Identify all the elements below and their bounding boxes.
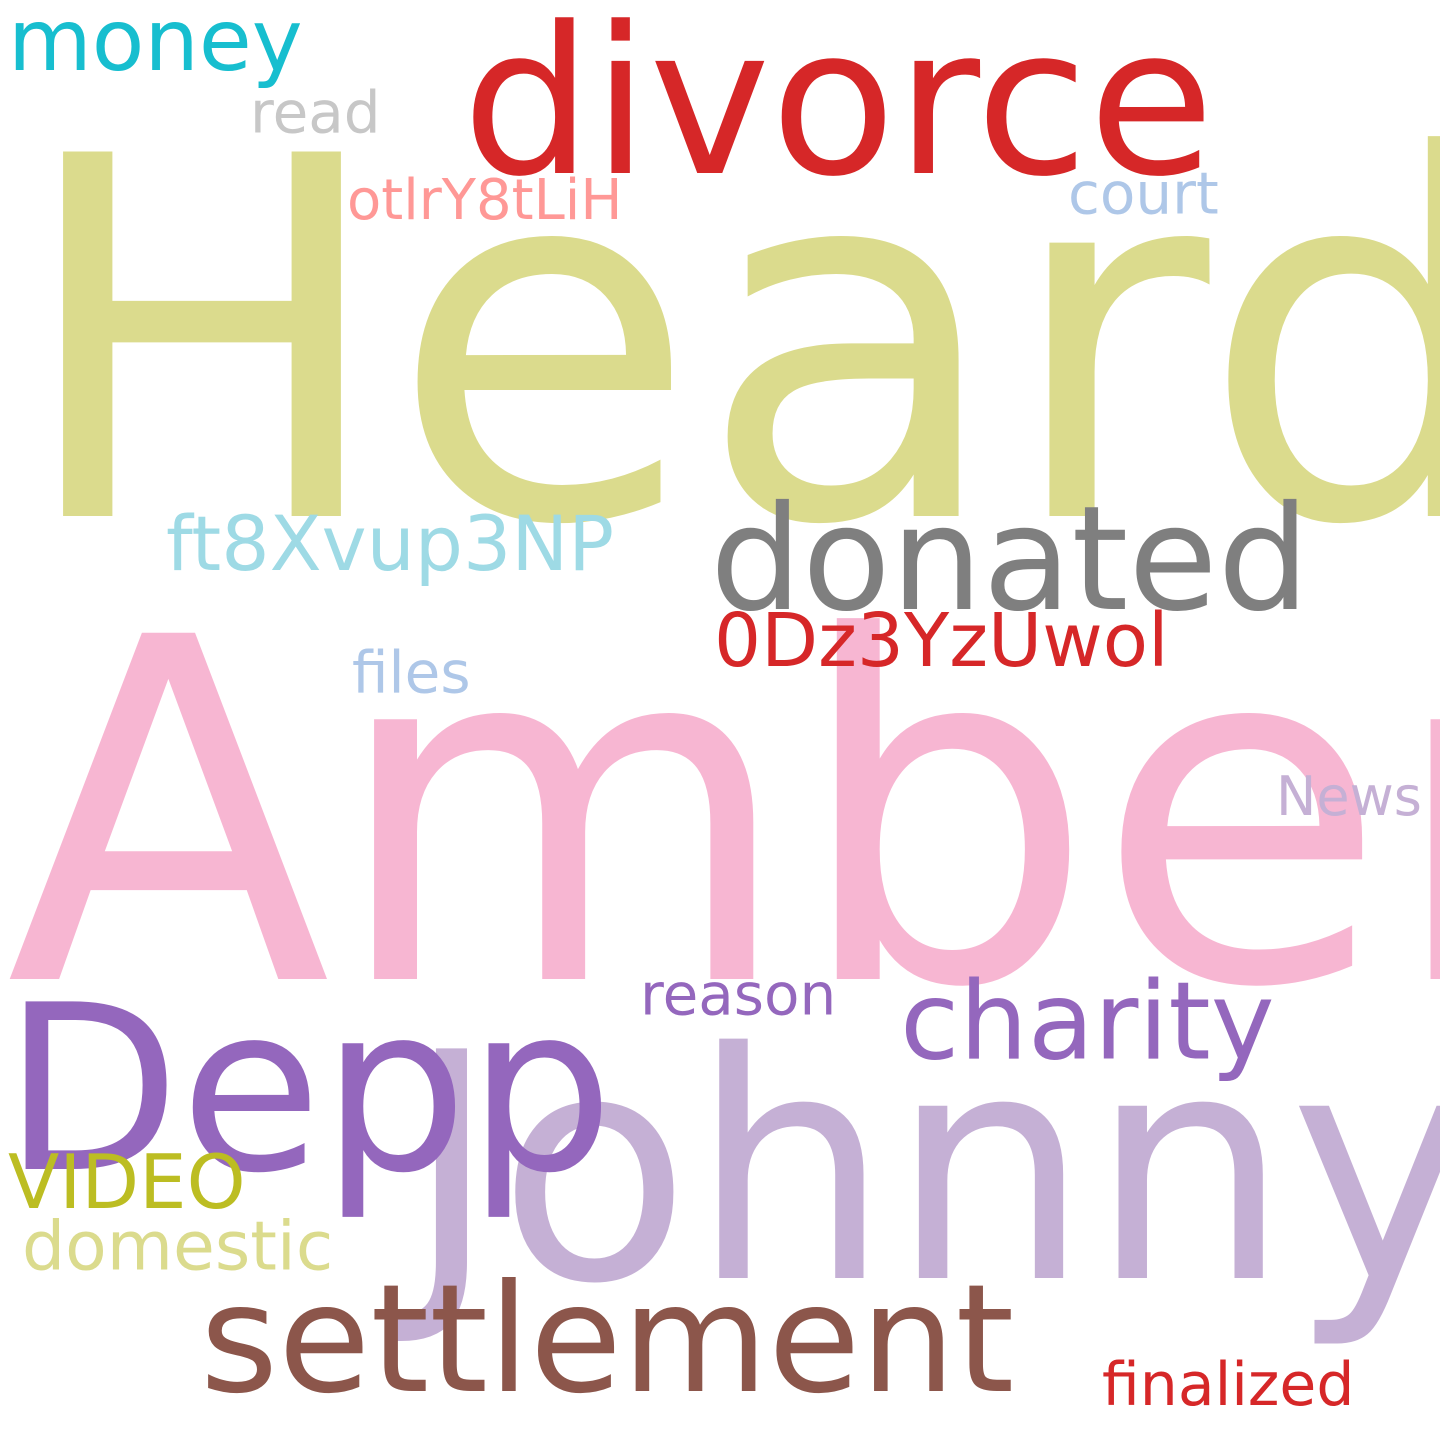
word-depp-text: Depp bbox=[3, 957, 614, 1224]
word-johnny: Johnny bbox=[405, 1013, 1440, 1440]
word-otlry8tlih: otlrY8tLiH bbox=[347, 173, 622, 274]
word-0dz3yzuwol-text: 0Dz3YzUwol bbox=[714, 597, 1169, 684]
word-court-text: court bbox=[1068, 159, 1219, 228]
word-settlement-text: settlement bbox=[200, 1253, 1015, 1427]
word-charity: charity bbox=[900, 968, 1275, 1163]
word-ft8xvup3np: ft8Xvup3NP bbox=[166, 506, 614, 643]
word-files-text: files bbox=[352, 638, 471, 707]
word-domestic-text: domestic bbox=[22, 1207, 334, 1287]
word-otlry8tlih-text: otlrY8tLiH bbox=[347, 168, 623, 234]
word-reason: reason bbox=[640, 966, 836, 1070]
word-reason-text: reason bbox=[640, 960, 837, 1029]
word-court: court bbox=[1068, 165, 1219, 269]
word-domestic: domestic bbox=[22, 1213, 333, 1336]
word-read-text: read bbox=[250, 78, 381, 147]
word-news: News bbox=[1276, 769, 1422, 867]
word-read: read bbox=[250, 84, 381, 188]
word-depp: Depp bbox=[3, 976, 614, 1390]
word-amber-text: Amber bbox=[6, 539, 1440, 1092]
word-donated-text: donated bbox=[710, 475, 1310, 644]
word-divorce-text: divorce bbox=[462, 0, 1215, 222]
word-ft8xvup3np-text: ft8Xvup3NP bbox=[166, 499, 615, 589]
word-files: files bbox=[352, 644, 471, 748]
word-finalized-text: finalized bbox=[1102, 1350, 1355, 1420]
word-divorce: divorce bbox=[462, 1, 1214, 370]
word-news-text: News bbox=[1276, 764, 1422, 828]
word-heard: Heard bbox=[14, 93, 1440, 993]
word-money-text: money bbox=[8, 0, 303, 92]
word-money: money bbox=[8, 0, 303, 153]
word-heard-text: Heard bbox=[14, 52, 1440, 634]
word-charity-text: charity bbox=[900, 959, 1275, 1085]
word-video-text: VIDEO bbox=[8, 1138, 246, 1226]
word-amber: Amber bbox=[6, 578, 1440, 1433]
word-johnny-text: Johnny bbox=[405, 987, 1440, 1353]
word-video: VIDEO bbox=[8, 1145, 246, 1280]
word-0dz3yzuwol: 0Dz3YzUwol bbox=[714, 604, 1169, 737]
word-settlement: settlement bbox=[200, 1265, 1014, 1440]
word-donated: donated bbox=[710, 487, 1310, 748]
word-finalized: finalized bbox=[1102, 1355, 1354, 1440]
